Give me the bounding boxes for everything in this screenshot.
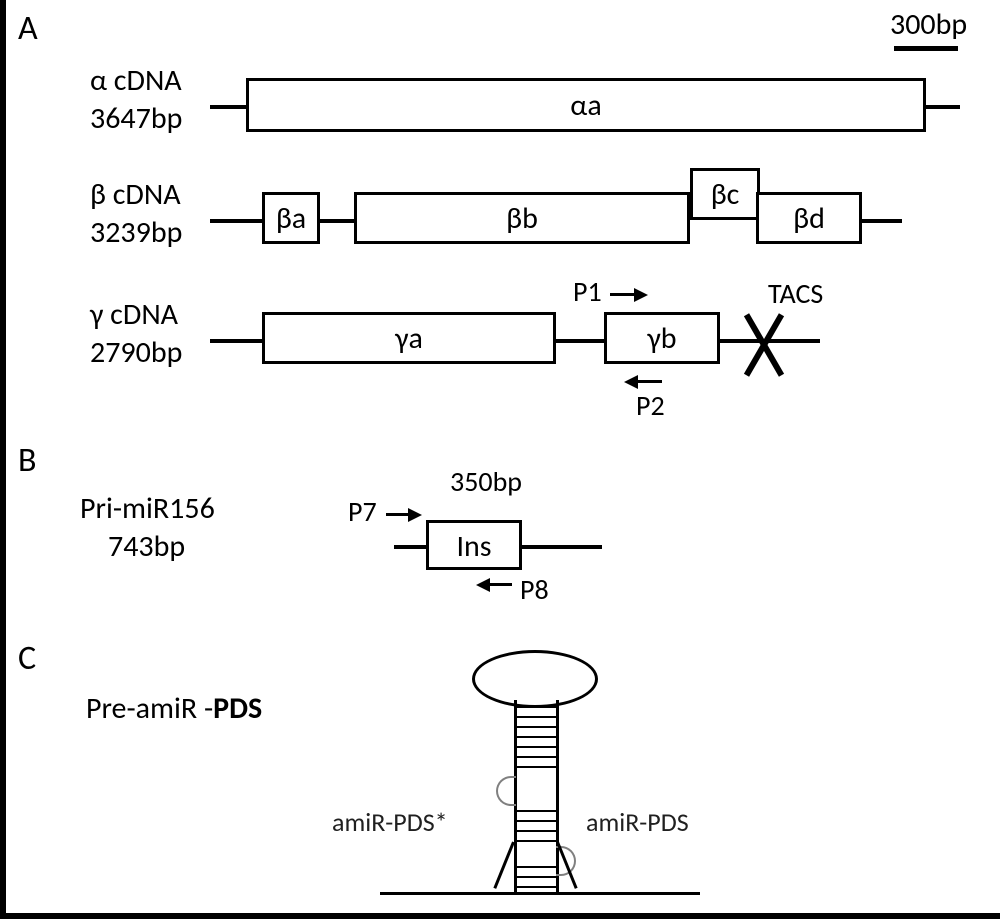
gamma-label-line1: γ cDNA <box>90 296 178 333</box>
beta-orf-bb: βb <box>354 192 690 244</box>
hairpin-rung <box>514 716 559 718</box>
gamma-primer-p1-label: P1 <box>573 274 602 309</box>
gamma-primer-p2-label: P2 <box>636 388 665 423</box>
alpha-orf-aa-label: αa <box>249 91 923 121</box>
panel-letter-b: B <box>18 440 37 481</box>
image-bottom-border <box>0 913 1000 919</box>
gamma-tacs-label: TACS <box>768 276 823 311</box>
panelb-label: Pri-miR156 743bp <box>80 490 215 565</box>
hairpin-rung <box>514 810 559 812</box>
panelc-title-prefix: Pre-amiR <box>86 690 197 727</box>
beta-line-2 <box>320 219 354 223</box>
gamma-line-2 <box>556 339 604 343</box>
panelc-left-label: amiR-PDS* <box>332 806 448 838</box>
gamma-orf-gb: γb <box>604 312 720 364</box>
beta-label-line1: β cDNA <box>90 176 181 213</box>
gamma-orf-ga-label: γa <box>265 324 553 354</box>
panelb-ins-label: Ins <box>429 532 519 562</box>
beta-line-3 <box>862 219 902 223</box>
hairpin-rung <box>514 756 559 758</box>
gamma-label-line2: 2790bp <box>90 334 182 371</box>
beta-orf-bb-label: βb <box>357 204 687 234</box>
panelb-ins-box: Ins <box>426 520 522 570</box>
panelb-line-left <box>394 545 426 549</box>
hairpin-rung <box>514 726 559 728</box>
beta-orf-ba: βa <box>262 192 320 244</box>
hairpin-rung <box>514 766 559 768</box>
hairpin-bulge-left <box>496 776 516 806</box>
beta-track-label: β cDNA 3239bp <box>90 176 182 251</box>
hairpin-rung <box>514 736 559 738</box>
gamma-orf-ga: γa <box>262 312 556 364</box>
panelc-title-bold: PDS <box>213 690 262 727</box>
beta-orf-bc: βc <box>690 168 760 220</box>
image-left-border <box>0 0 6 919</box>
alpha-track-label: α cDNA 3647bp <box>90 62 182 137</box>
alpha-label-line2: 3647bp <box>90 100 182 137</box>
panelb-line-right <box>522 545 602 549</box>
hairpin-rung <box>514 840 559 842</box>
beta-label-line2: 3239bp <box>90 214 182 251</box>
panel-letter-c: C <box>18 638 36 679</box>
alpha-label-line1: α cDNA <box>90 62 182 99</box>
hairpin-rung <box>514 706 559 708</box>
alpha-orf-aa: αa <box>246 78 926 132</box>
gamma-line-1 <box>210 339 262 343</box>
scale-bar-label: 300bp <box>890 6 967 43</box>
gamma-track-label: γ cDNA 2790bp <box>90 296 182 371</box>
beta-orf-bc-label: βc <box>693 180 757 210</box>
hairpin-rung <box>514 876 559 878</box>
beta-orf-bd-label: βd <box>759 204 859 234</box>
hairpin-rung <box>514 830 559 832</box>
hairpin-rung <box>514 866 559 868</box>
panelc-title: Pre-amiR -PDS <box>86 690 262 727</box>
panelb-size-label: 350bp <box>450 464 522 499</box>
beta-orf-ba-label: βa <box>265 204 317 234</box>
figure-canvas: A 300bp α cDNA 3647bp αa β cDNA 3239bp β… <box>0 0 1000 919</box>
panelb-primer-p8-label: P8 <box>520 572 549 607</box>
hairpin-baseline <box>380 892 700 895</box>
gamma-tacs-x <box>734 315 794 375</box>
panelb-primer-p7-label: P7 <box>348 494 377 529</box>
gamma-orf-gb-label: γb <box>607 324 717 354</box>
hairpin-rung <box>514 820 559 822</box>
panelc-title-sep: - <box>197 690 213 727</box>
beta-line-1 <box>210 219 262 223</box>
beta-orf-bd: βd <box>756 192 862 244</box>
panelb-label-line1: Pri-miR156 <box>80 490 215 527</box>
panelb-label-line2: 743bp <box>80 528 185 565</box>
scale-bar <box>894 46 958 51</box>
panelc-right-label: amiR-PDS <box>586 806 689 838</box>
panel-letter-a: A <box>18 8 38 49</box>
hairpin-loop <box>472 650 598 708</box>
hairpin-rung <box>514 746 559 748</box>
hairpin-structure <box>466 650 606 900</box>
hairpin-rung <box>514 886 559 888</box>
